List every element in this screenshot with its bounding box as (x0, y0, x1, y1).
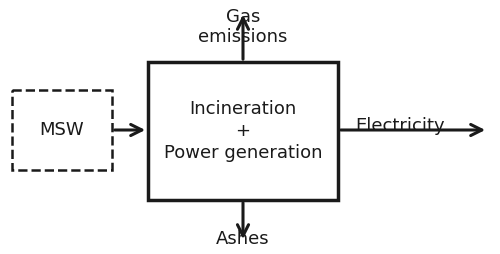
Bar (12, 90, 112, 170)
Bar (148, 62, 338, 200)
Text: Electricity: Electricity (355, 117, 444, 135)
Text: Power generation: Power generation (164, 144, 322, 162)
Text: Incineration: Incineration (190, 100, 296, 118)
Text: MSW: MSW (40, 121, 84, 139)
Text: Gas: Gas (226, 8, 260, 26)
Text: +: + (236, 122, 250, 140)
Text: emissions: emissions (198, 28, 288, 46)
Text: Ashes: Ashes (216, 230, 270, 248)
